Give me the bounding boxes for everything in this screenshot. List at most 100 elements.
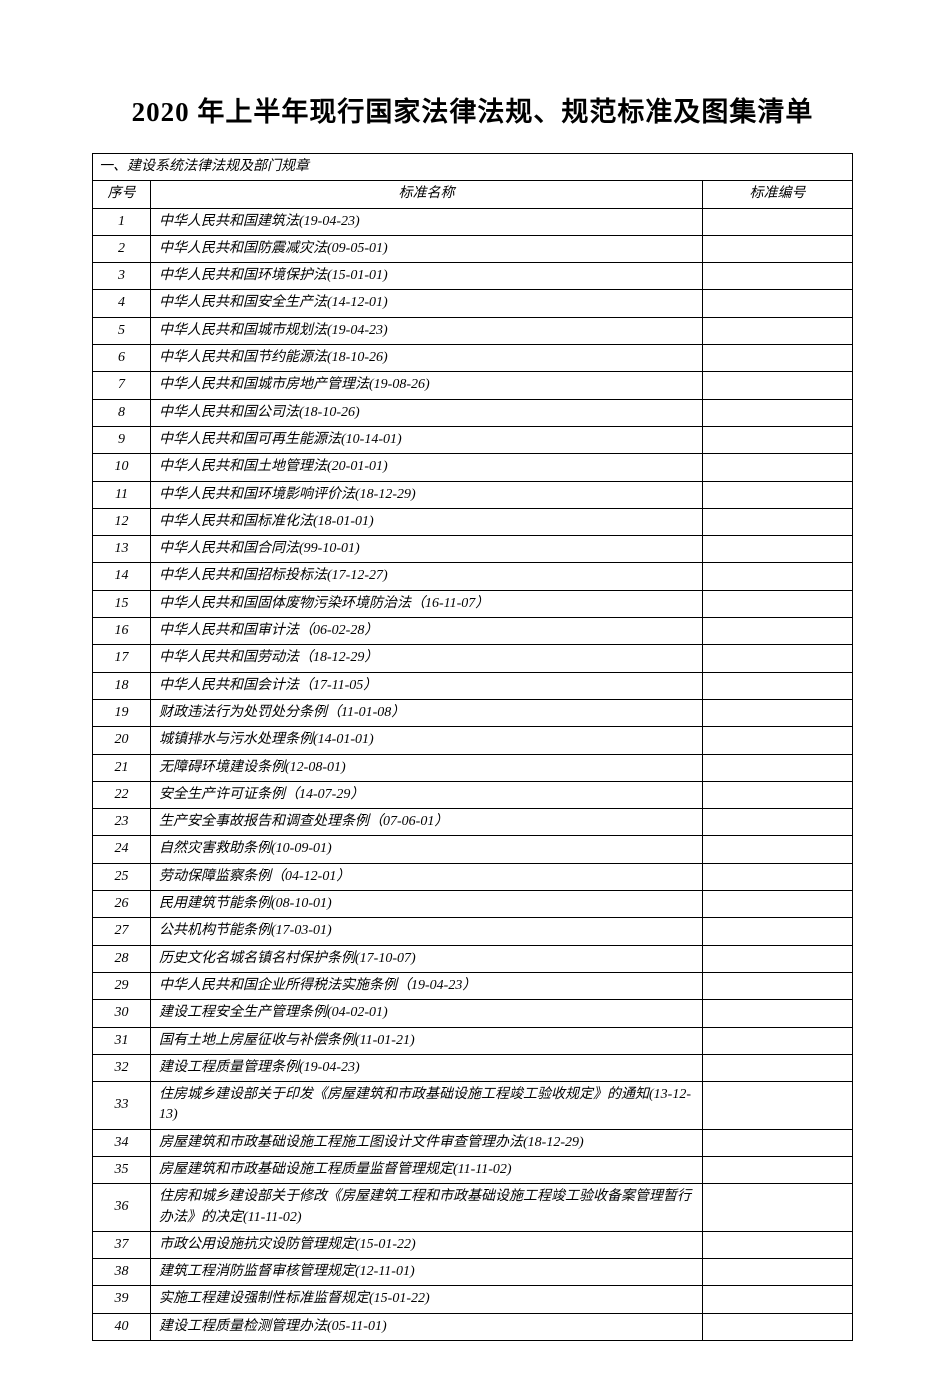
table-row: 2中华人民共和国防震减灾法(09-05-01): [93, 235, 853, 262]
cell-name: 实施工程建设强制性标准监督规定(15-01-22): [151, 1286, 703, 1313]
cell-name: 中华人民共和国会计法（17-11-05）: [151, 672, 703, 699]
cell-name: 安全生产许可证条例（14-07-29）: [151, 781, 703, 808]
cell-code: [702, 536, 852, 563]
cell-num: 37: [93, 1231, 151, 1258]
cell-num: 35: [93, 1156, 151, 1183]
cell-code: [702, 454, 852, 481]
cell-name: 财政违法行为处罚处分条例（11-01-08）: [151, 699, 703, 726]
table-row: 24自然灾害救助条例(10-09-01): [93, 836, 853, 863]
cell-name: 城镇排水与污水处理条例(14-01-01): [151, 727, 703, 754]
cell-name: 建设工程安全生产管理条例(04-02-01): [151, 1000, 703, 1027]
table-row: 22安全生产许可证条例（14-07-29）: [93, 781, 853, 808]
cell-code: [702, 672, 852, 699]
standards-table: 一、建设系统法律法规及部门规章 序号 标准名称 标准编号 1中华人民共和国建筑法…: [92, 153, 853, 1341]
table-row: 32建设工程质量管理条例(19-04-23): [93, 1054, 853, 1081]
table-row: 19财政违法行为处罚处分条例（11-01-08）: [93, 699, 853, 726]
cell-name: 公共机构节能条例(17-03-01): [151, 918, 703, 945]
cell-num: 8: [93, 399, 151, 426]
cell-code: [702, 508, 852, 535]
cell-name: 中华人民共和国城市规划法(19-04-23): [151, 317, 703, 344]
cell-code: [702, 290, 852, 317]
cell-name: 劳动保障监察条例（04-12-01）: [151, 863, 703, 890]
cell-code: [702, 317, 852, 344]
cell-num: 4: [93, 290, 151, 317]
cell-code: [702, 263, 852, 290]
table-row: 35房屋建筑和市政基础设施工程质量监督管理规定(11-11-02): [93, 1156, 853, 1183]
cell-num: 36: [93, 1184, 151, 1232]
cell-name: 中华人民共和国防震减灾法(09-05-01): [151, 235, 703, 262]
table-row: 34房屋建筑和市政基础设施工程施工图设计文件审查管理办法(18-12-29): [93, 1129, 853, 1156]
cell-code: [702, 1082, 852, 1130]
cell-name: 民用建筑节能条例(08-10-01): [151, 891, 703, 918]
table-row: 21无障碍环境建设条例(12-08-01): [93, 754, 853, 781]
table-row: 13中华人民共和国合同法(99-10-01): [93, 536, 853, 563]
header-row: 序号 标准名称 标准编号: [93, 181, 853, 208]
cell-code: [702, 645, 852, 672]
table-row: 27公共机构节能条例(17-03-01): [93, 918, 853, 945]
cell-name: 生产安全事故报告和调查处理条例（07-06-01）: [151, 809, 703, 836]
cell-code: [702, 1156, 852, 1183]
cell-code: [702, 836, 852, 863]
cell-num: 5: [93, 317, 151, 344]
cell-code: [702, 1286, 852, 1313]
table-row: 9中华人民共和国可再生能源法(10-14-01): [93, 426, 853, 453]
table-row: 5中华人民共和国城市规划法(19-04-23): [93, 317, 853, 344]
cell-name: 中华人民共和国公司法(18-10-26): [151, 399, 703, 426]
table-row: 16中华人民共和国审计法（06-02-28）: [93, 618, 853, 645]
table-row: 4中华人民共和国安全生产法(14-12-01): [93, 290, 853, 317]
cell-name: 中华人民共和国环境影响评价法(18-12-29): [151, 481, 703, 508]
table-row: 28历史文化名城名镇名村保护条例(17-10-07): [93, 945, 853, 972]
cell-name: 市政公用设施抗灾设防管理规定(15-01-22): [151, 1231, 703, 1258]
cell-code: [702, 1027, 852, 1054]
cell-name: 中华人民共和国环境保护法(15-01-01): [151, 263, 703, 290]
table-row: 37市政公用设施抗灾设防管理规定(15-01-22): [93, 1231, 853, 1258]
cell-code: [702, 563, 852, 590]
cell-code: [702, 891, 852, 918]
cell-num: 11: [93, 481, 151, 508]
table-row: 10中华人民共和国土地管理法(20-01-01): [93, 454, 853, 481]
table-row: 14中华人民共和国招标投标法(17-12-27): [93, 563, 853, 590]
cell-num: 20: [93, 727, 151, 754]
table-row: 29中华人民共和国企业所得税法实施条例（19-04-23）: [93, 972, 853, 999]
cell-num: 31: [93, 1027, 151, 1054]
cell-code: [702, 972, 852, 999]
cell-num: 33: [93, 1082, 151, 1130]
table-row: 40建设工程质量检测管理办法(05-11-01): [93, 1313, 853, 1340]
table-row: 23生产安全事故报告和调查处理条例（07-06-01）: [93, 809, 853, 836]
cell-num: 21: [93, 754, 151, 781]
table-row: 18中华人民共和国会计法（17-11-05）: [93, 672, 853, 699]
col-header-code: 标准编号: [702, 181, 852, 208]
section-heading-cell: 一、建设系统法律法规及部门规章: [93, 154, 853, 181]
cell-num: 16: [93, 618, 151, 645]
cell-name: 历史文化名城名镇名村保护条例(17-10-07): [151, 945, 703, 972]
cell-code: [702, 618, 852, 645]
cell-name: 建筑工程消防监督审核管理规定(12-11-01): [151, 1259, 703, 1286]
cell-code: [702, 809, 852, 836]
cell-name: 中华人民共和国土地管理法(20-01-01): [151, 454, 703, 481]
cell-code: [702, 727, 852, 754]
cell-num: 10: [93, 454, 151, 481]
table-row: 15中华人民共和国固体废物污染环境防治法（16-11-07）: [93, 590, 853, 617]
cell-name: 中华人民共和国企业所得税法实施条例（19-04-23）: [151, 972, 703, 999]
page-title: 2020 年上半年现行国家法律法规、规范标准及图集清单: [92, 90, 853, 129]
cell-name: 中华人民共和国安全生产法(14-12-01): [151, 290, 703, 317]
cell-num: 25: [93, 863, 151, 890]
table-row: 20城镇排水与污水处理条例(14-01-01): [93, 727, 853, 754]
cell-num: 2: [93, 235, 151, 262]
cell-code: [702, 372, 852, 399]
cell-num: 40: [93, 1313, 151, 1340]
cell-name: 中华人民共和国城市房地产管理法(19-08-26): [151, 372, 703, 399]
cell-num: 7: [93, 372, 151, 399]
cell-name: 中华人民共和国招标投标法(17-12-27): [151, 563, 703, 590]
cell-num: 13: [93, 536, 151, 563]
cell-code: [702, 208, 852, 235]
cell-name: 中华人民共和国合同法(99-10-01): [151, 536, 703, 563]
cell-name: 住房城乡建设部关于印发《房屋建筑和市政基础设施工程竣工验收规定》的通知(13-1…: [151, 1082, 703, 1130]
cell-num: 39: [93, 1286, 151, 1313]
cell-num: 17: [93, 645, 151, 672]
cell-num: 34: [93, 1129, 151, 1156]
table-row: 3中华人民共和国环境保护法(15-01-01): [93, 263, 853, 290]
section-heading-row: 一、建设系统法律法规及部门规章: [93, 154, 853, 181]
table-row: 36住房和城乡建设部关于修改《房屋建筑工程和市政基础设施工程竣工验收备案管理暂行…: [93, 1184, 853, 1232]
cell-code: [702, 1313, 852, 1340]
